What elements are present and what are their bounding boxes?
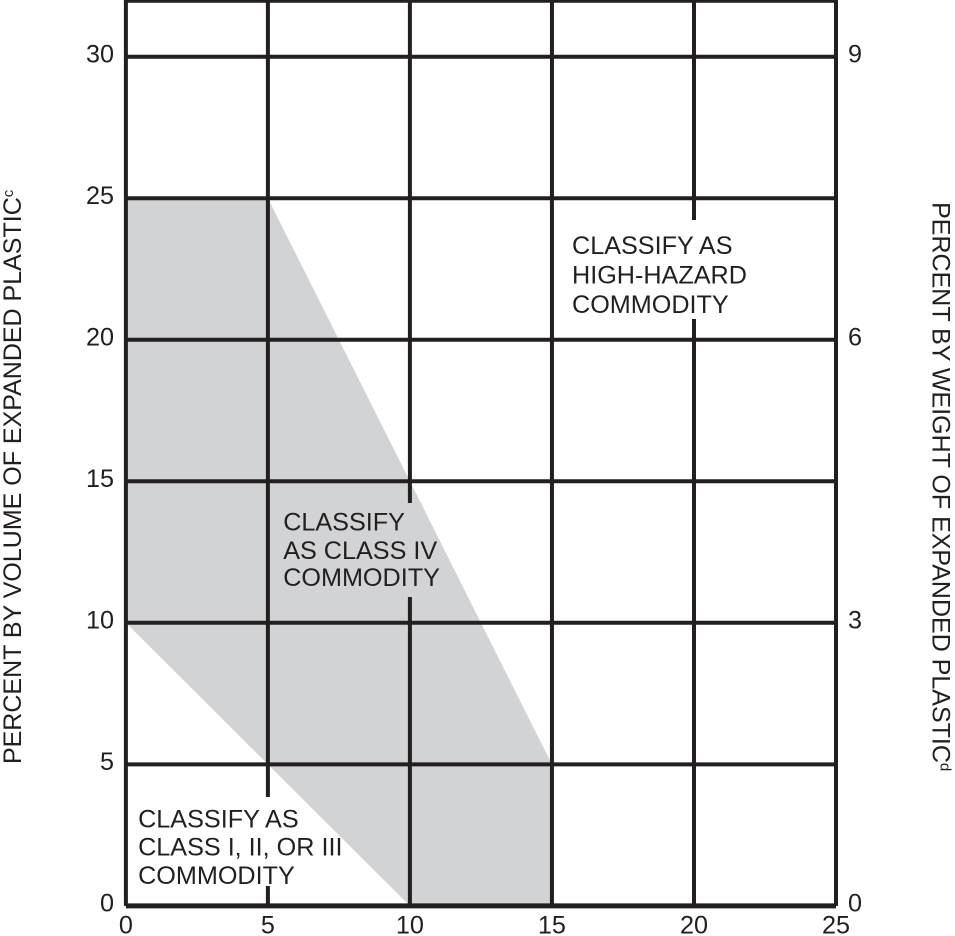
svg-text:9: 9 xyxy=(848,41,862,69)
svg-text:20: 20 xyxy=(86,324,114,352)
svg-text:AS CLASS IV: AS CLASS IV xyxy=(283,537,437,565)
svg-text:0: 0 xyxy=(119,912,133,936)
svg-text:10: 10 xyxy=(396,912,424,936)
svg-text:CLASSIFY AS: CLASSIFY AS xyxy=(138,805,299,833)
svg-text:10: 10 xyxy=(86,607,114,635)
svg-text:PERCENT BY WEIGHT OF EXPANDED: PERCENT BY WEIGHT OF EXPANDED PLASTICd xyxy=(927,202,955,771)
svg-text:PERCENT BY VOLUME OF EXPANDED: PERCENT BY VOLUME OF EXPANDED PLASTICc xyxy=(0,189,27,764)
svg-text:COMMODITY: COMMODITY xyxy=(572,291,729,319)
svg-text:COMMODITY: COMMODITY xyxy=(138,862,295,890)
svg-text:15: 15 xyxy=(538,912,566,936)
svg-text:5: 5 xyxy=(100,748,114,776)
svg-text:15: 15 xyxy=(86,465,114,493)
svg-text:0: 0 xyxy=(848,890,862,918)
svg-text:CLASSIFY: CLASSIFY xyxy=(283,509,405,537)
svg-text:COMMODITY: COMMODITY xyxy=(283,564,440,592)
svg-text:25: 25 xyxy=(822,912,850,936)
svg-text:HIGH-HAZARD: HIGH-HAZARD xyxy=(572,262,747,290)
svg-text:0: 0 xyxy=(100,890,114,918)
svg-text:5: 5 xyxy=(261,912,275,936)
svg-text:CLASSIFY AS: CLASSIFY AS xyxy=(572,232,733,260)
svg-text:30: 30 xyxy=(86,41,114,69)
svg-text:CLASS I, II, OR III: CLASS I, II, OR III xyxy=(138,834,342,862)
svg-text:6: 6 xyxy=(848,324,862,352)
svg-text:20: 20 xyxy=(680,912,708,936)
svg-text:3: 3 xyxy=(848,607,862,635)
svg-text:25: 25 xyxy=(86,182,114,210)
